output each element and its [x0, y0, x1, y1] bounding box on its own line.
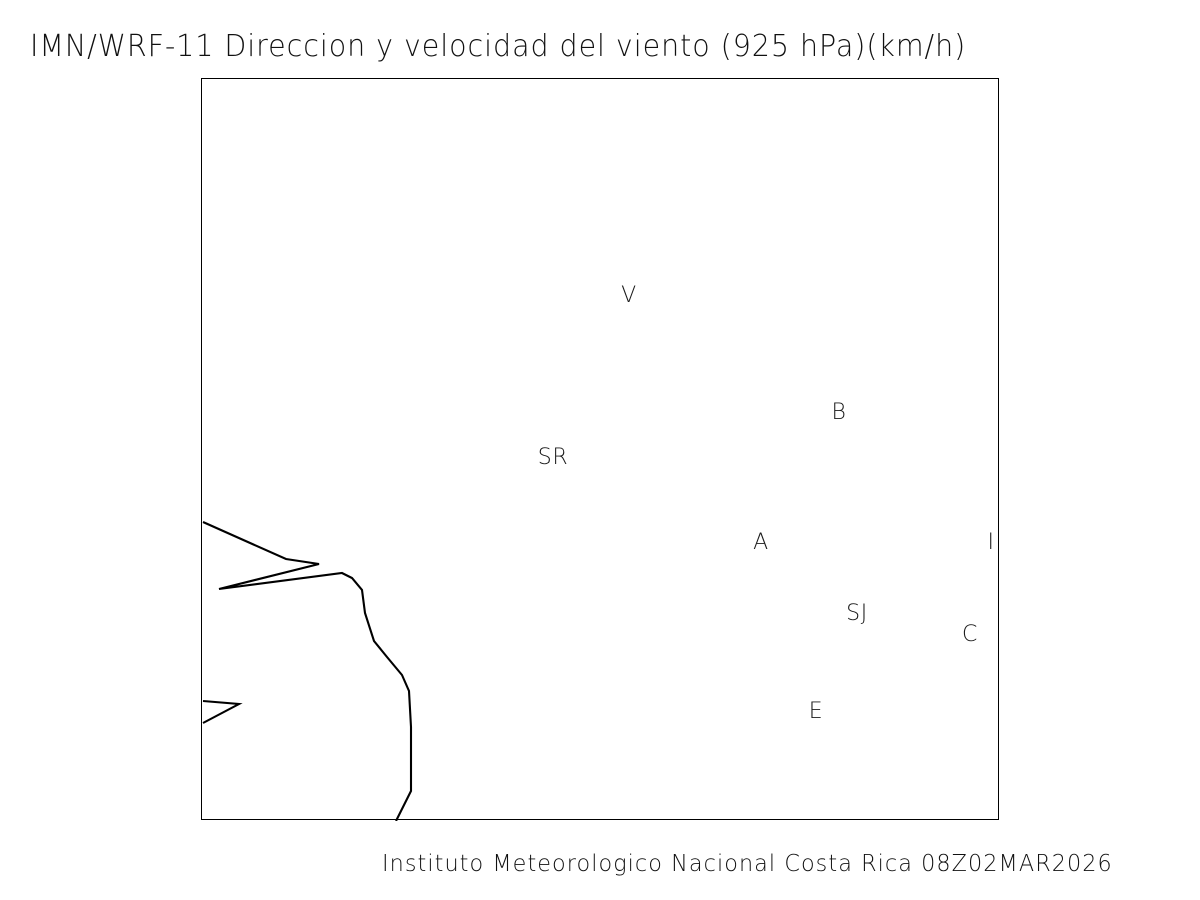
coastline-path [202, 521, 413, 821]
footer-credit: Instituto Meteorologico Nacional Costa R… [382, 851, 1113, 877]
page-title: IMN/WRF-11 Direccion y velocidad del vie… [30, 29, 967, 64]
station-label-sj: SJ [846, 601, 868, 626]
station-label-b: B [831, 400, 847, 425]
map-frame[interactable]: V B SR A I SJ C E [201, 78, 999, 821]
station-label-a: A [753, 530, 769, 555]
station-label-i: I [987, 530, 995, 555]
station-label-e: E [808, 699, 824, 724]
coastline-inlet-path [202, 699, 243, 724]
coastline-map [202, 521, 413, 821]
station-label-c: C [962, 622, 978, 647]
station-label-v: V [621, 283, 637, 308]
station-label-sr: SR [537, 445, 569, 470]
